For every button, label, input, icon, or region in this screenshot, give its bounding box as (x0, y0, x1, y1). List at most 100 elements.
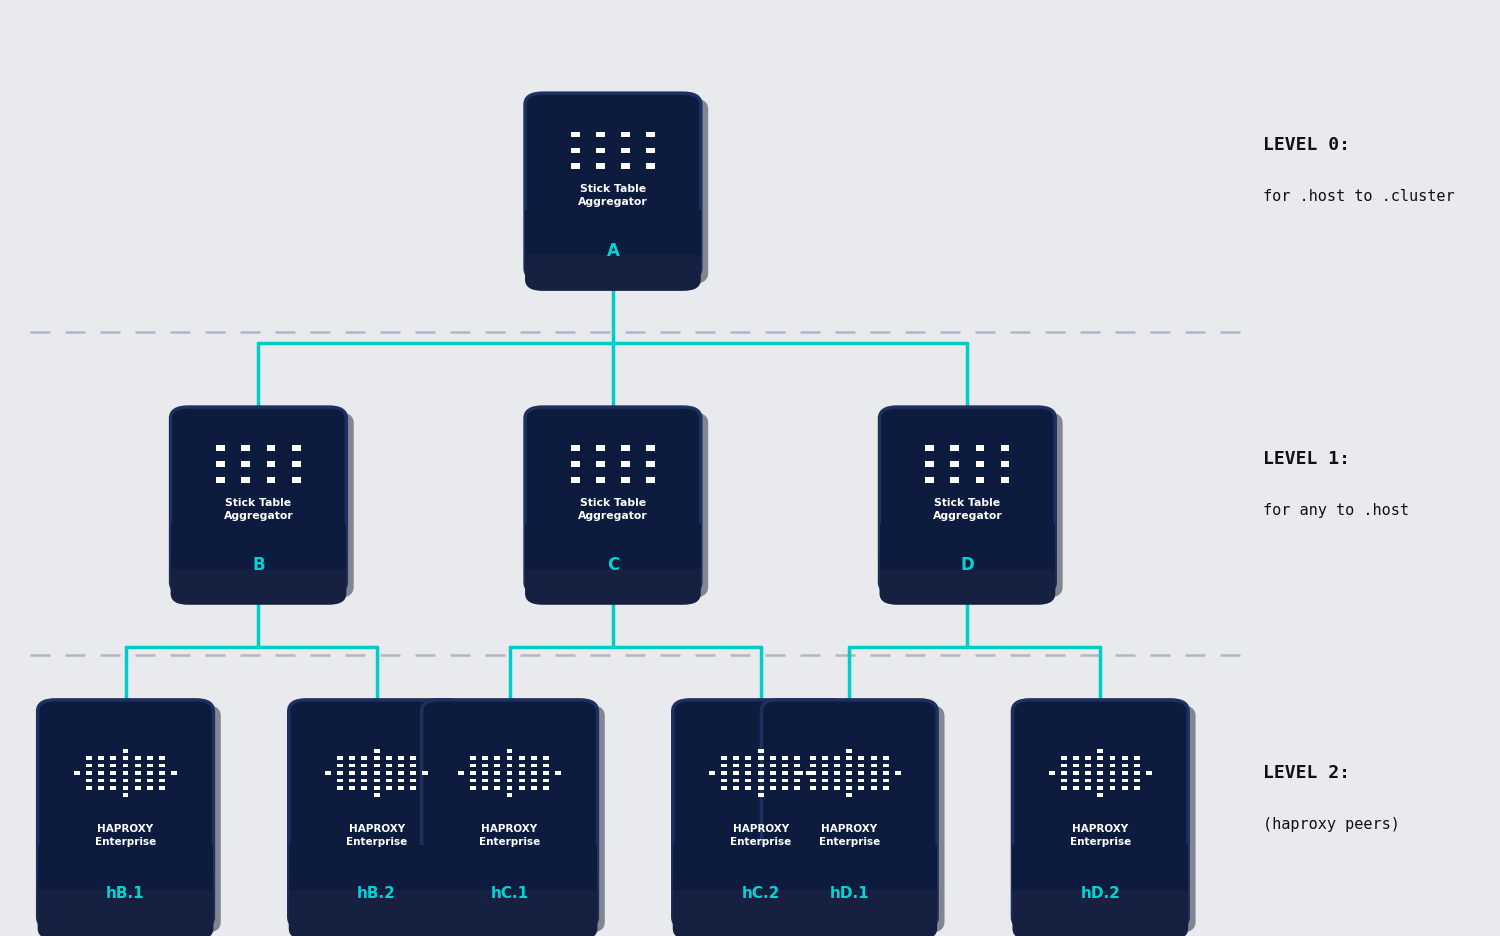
Bar (1110, 771, 1116, 775)
Bar (951, 477, 960, 483)
Bar (338, 756, 344, 760)
Bar (111, 771, 117, 775)
Bar (1146, 771, 1152, 775)
Bar (338, 786, 344, 790)
Bar (242, 477, 250, 483)
Bar (135, 764, 141, 768)
Bar (135, 786, 141, 790)
Bar (621, 133, 630, 139)
Bar (422, 845, 597, 890)
Bar (86, 756, 92, 760)
Bar (543, 786, 549, 790)
Bar (758, 764, 764, 768)
Bar (596, 477, 604, 483)
FancyBboxPatch shape (762, 868, 938, 936)
Bar (374, 771, 380, 775)
Bar (159, 786, 165, 790)
Bar (291, 446, 300, 452)
Bar (822, 771, 828, 775)
Text: hC.2: hC.2 (741, 885, 780, 900)
Bar (621, 446, 630, 452)
Bar (646, 133, 656, 139)
Bar (519, 779, 525, 782)
Bar (810, 786, 816, 790)
Bar (822, 756, 828, 760)
Bar (1072, 786, 1078, 790)
Bar (572, 133, 579, 139)
Bar (646, 165, 656, 170)
Bar (572, 149, 579, 154)
Bar (111, 756, 117, 760)
Bar (746, 786, 752, 790)
Bar (135, 771, 141, 775)
Bar (1110, 764, 1116, 768)
Bar (896, 771, 902, 775)
Bar (495, 764, 501, 768)
Bar (1072, 764, 1078, 768)
Bar (770, 756, 776, 760)
Bar (386, 764, 392, 768)
Bar (794, 764, 800, 768)
Bar (123, 764, 129, 768)
Bar (770, 771, 776, 775)
Bar (834, 756, 840, 760)
Bar (374, 786, 380, 790)
Bar (350, 771, 355, 775)
Bar (884, 771, 888, 775)
Bar (111, 779, 117, 782)
FancyBboxPatch shape (296, 705, 472, 933)
Text: HAPROXY
Enterprise: HAPROXY Enterprise (1070, 824, 1131, 846)
Bar (86, 779, 92, 782)
Bar (884, 779, 888, 782)
Text: hB.1: hB.1 (106, 885, 146, 900)
Bar (374, 794, 380, 797)
Bar (98, 779, 104, 782)
Text: C: C (608, 556, 619, 574)
Bar (834, 786, 840, 790)
Bar (1122, 779, 1128, 782)
Bar (746, 756, 752, 760)
Bar (1072, 756, 1078, 760)
Bar (1122, 764, 1128, 768)
Text: LEVEL 1:: LEVEL 1: (1263, 449, 1350, 468)
Bar (1098, 779, 1104, 782)
Bar (147, 756, 153, 760)
Bar (543, 779, 549, 782)
Bar (1084, 771, 1090, 775)
FancyBboxPatch shape (532, 412, 708, 599)
FancyBboxPatch shape (38, 868, 213, 936)
Bar (646, 477, 656, 483)
Bar (470, 764, 476, 768)
FancyBboxPatch shape (680, 705, 856, 933)
Bar (123, 786, 129, 790)
Bar (98, 756, 104, 760)
Bar (519, 756, 525, 760)
Bar (495, 771, 501, 775)
Bar (398, 764, 404, 768)
Bar (1134, 771, 1140, 775)
Bar (722, 779, 728, 782)
Bar (621, 461, 630, 467)
Bar (621, 149, 630, 154)
Bar (507, 756, 513, 760)
Bar (111, 786, 117, 790)
Bar (870, 756, 876, 760)
Bar (159, 779, 165, 782)
Bar (410, 756, 416, 760)
Bar (846, 771, 852, 775)
Bar (519, 771, 525, 775)
Bar (123, 749, 129, 753)
Bar (362, 764, 368, 768)
FancyBboxPatch shape (525, 408, 701, 593)
Bar (111, 764, 117, 768)
Bar (646, 446, 656, 452)
Bar (722, 786, 728, 790)
Bar (147, 779, 153, 782)
Bar (374, 779, 380, 782)
Bar (267, 461, 276, 467)
Bar (98, 764, 104, 768)
Bar (1122, 786, 1128, 790)
Bar (846, 779, 852, 782)
Bar (1060, 764, 1066, 768)
Text: HAPROXY
Enterprise: HAPROXY Enterprise (94, 824, 156, 846)
